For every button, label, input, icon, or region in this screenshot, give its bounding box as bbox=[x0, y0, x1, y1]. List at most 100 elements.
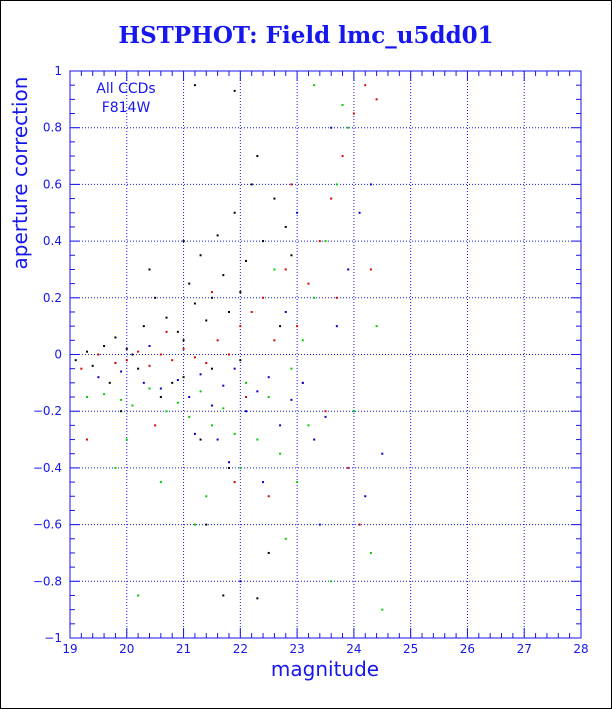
data-point bbox=[148, 344, 151, 347]
data-point bbox=[125, 347, 128, 350]
data-point bbox=[154, 296, 157, 299]
data-point bbox=[159, 481, 162, 484]
data-point bbox=[239, 580, 242, 583]
data-point bbox=[159, 387, 162, 390]
y-tick-label: 0.4 bbox=[43, 234, 62, 248]
data-point bbox=[245, 381, 248, 384]
data-point bbox=[352, 410, 355, 413]
data-point bbox=[233, 211, 236, 214]
data-point bbox=[205, 362, 208, 365]
data-point bbox=[159, 353, 162, 356]
data-point bbox=[148, 268, 151, 271]
data-point bbox=[120, 370, 123, 373]
data-point bbox=[171, 381, 174, 384]
data-point bbox=[324, 415, 327, 418]
y-axis-label: aperture correction bbox=[8, 77, 32, 270]
data-point bbox=[182, 376, 185, 379]
data-point bbox=[358, 523, 361, 526]
data-point bbox=[364, 84, 367, 87]
axis-ticks bbox=[69, 70, 582, 639]
data-point bbox=[324, 240, 327, 243]
data-point bbox=[97, 353, 100, 356]
data-point bbox=[222, 274, 225, 277]
data-point bbox=[125, 359, 128, 362]
data-point bbox=[216, 438, 219, 441]
data-point bbox=[279, 452, 282, 455]
data-point bbox=[239, 359, 242, 362]
data-point bbox=[222, 384, 225, 387]
y-tick-label: 0.6 bbox=[43, 177, 62, 191]
data-point bbox=[313, 84, 316, 87]
data-point bbox=[210, 424, 213, 427]
x-tick-label: 28 bbox=[573, 642, 588, 656]
data-point bbox=[188, 415, 191, 418]
data-point bbox=[273, 197, 276, 200]
data-point bbox=[182, 339, 185, 342]
data-point bbox=[279, 325, 282, 328]
data-point bbox=[142, 325, 145, 328]
data-point bbox=[114, 336, 117, 339]
y-tick-label: −0.4 bbox=[33, 461, 62, 475]
data-point bbox=[364, 495, 367, 498]
data-point bbox=[313, 438, 316, 441]
data-point bbox=[188, 396, 191, 399]
data-point bbox=[330, 197, 333, 200]
data-point bbox=[148, 387, 151, 390]
data-point bbox=[273, 268, 276, 271]
data-point bbox=[245, 396, 248, 399]
data-point bbox=[103, 344, 106, 347]
data-point bbox=[233, 367, 236, 370]
data-point bbox=[262, 240, 265, 243]
y-tick-label: −0.8 bbox=[33, 574, 62, 588]
data-point bbox=[137, 367, 140, 370]
y-tick-label: 0 bbox=[54, 348, 62, 362]
data-point bbox=[227, 353, 230, 356]
data-point bbox=[256, 390, 259, 393]
data-point bbox=[284, 310, 287, 313]
data-point bbox=[86, 350, 89, 353]
x-tick-label: 26 bbox=[460, 642, 475, 656]
data-point bbox=[154, 424, 157, 427]
data-point bbox=[381, 608, 384, 611]
x-tick-label: 24 bbox=[346, 642, 361, 656]
data-point bbox=[267, 495, 270, 498]
data-point bbox=[193, 302, 196, 305]
data-point bbox=[176, 401, 179, 404]
data-point bbox=[148, 364, 151, 367]
data-point bbox=[120, 398, 123, 401]
y-tick-label: 1 bbox=[54, 64, 62, 78]
data-point bbox=[307, 424, 310, 427]
data-point bbox=[142, 381, 145, 384]
data-point bbox=[335, 183, 338, 186]
data-point bbox=[347, 126, 350, 129]
data-point bbox=[131, 404, 134, 407]
data-point bbox=[335, 296, 338, 299]
data-point bbox=[131, 353, 134, 356]
data-point bbox=[165, 316, 168, 319]
data-point bbox=[369, 268, 372, 271]
data-point bbox=[239, 291, 242, 294]
data-point bbox=[171, 359, 174, 362]
data-point bbox=[347, 466, 350, 469]
chart-title: HSTPHOT: Field lmc_u5dd01 bbox=[118, 22, 494, 49]
data-point bbox=[284, 537, 287, 540]
y-tick-label: −0.6 bbox=[33, 518, 62, 532]
data-point bbox=[222, 594, 225, 597]
x-tick-label: 22 bbox=[233, 642, 248, 656]
data-point bbox=[290, 254, 293, 257]
data-point bbox=[210, 404, 213, 407]
data-point bbox=[313, 296, 316, 299]
data-point bbox=[74, 359, 77, 362]
data-point bbox=[176, 330, 179, 333]
data-point bbox=[210, 296, 213, 299]
data-point bbox=[227, 461, 230, 464]
data-point bbox=[262, 481, 265, 484]
data-point bbox=[347, 268, 350, 271]
annotation-line-1: All CCDs bbox=[96, 81, 155, 97]
data-point bbox=[245, 259, 248, 262]
x-tick-label: 27 bbox=[517, 642, 532, 656]
data-point bbox=[91, 364, 94, 367]
data-point bbox=[199, 438, 202, 441]
data-points bbox=[74, 84, 384, 611]
